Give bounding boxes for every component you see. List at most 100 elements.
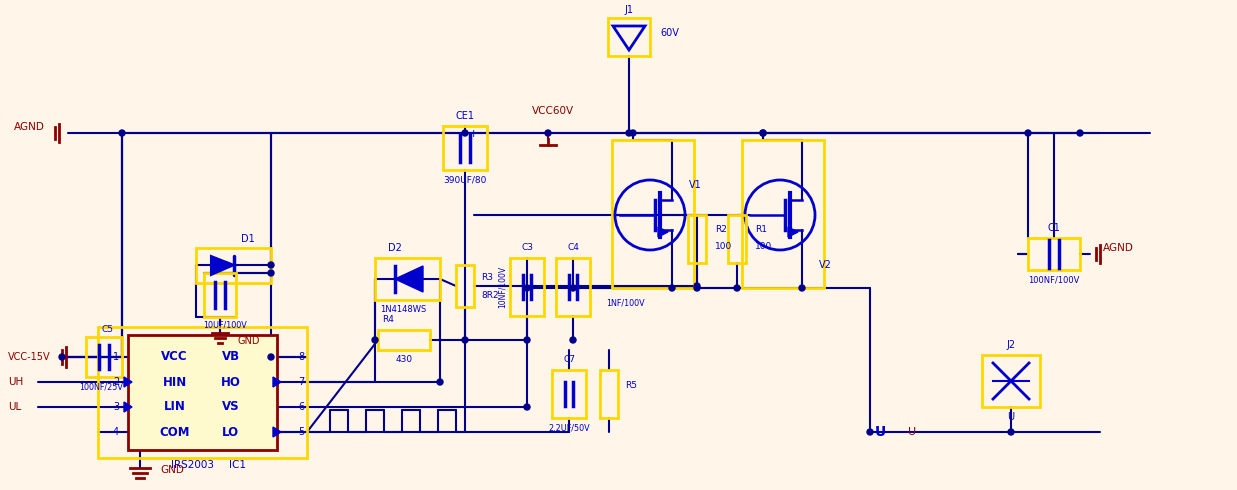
- Text: 10UF/100V: 10UF/100V: [203, 320, 247, 329]
- Bar: [510, 258, 544, 316]
- Text: R2: R2: [715, 224, 727, 234]
- Text: V2: V2: [819, 260, 831, 270]
- Bar: [456, 265, 474, 307]
- Text: 100NF/25V: 100NF/25V: [79, 383, 122, 392]
- Bar: [600, 370, 618, 418]
- Text: CE1: CE1: [455, 111, 475, 121]
- Text: GND: GND: [238, 336, 261, 346]
- Text: VCC: VCC: [161, 350, 188, 364]
- Bar: [443, 126, 487, 170]
- Text: J2: J2: [1007, 340, 1016, 350]
- Circle shape: [626, 130, 632, 136]
- Polygon shape: [124, 402, 132, 412]
- Text: LO: LO: [221, 425, 239, 439]
- Text: UL: UL: [7, 402, 21, 412]
- Circle shape: [760, 130, 766, 136]
- Text: U: U: [875, 425, 886, 439]
- Text: 2: 2: [113, 377, 119, 387]
- Text: 1N4148WS: 1N4148WS: [380, 305, 426, 315]
- Text: GND: GND: [160, 465, 184, 475]
- Text: 10NF/100V: 10NF/100V: [497, 266, 506, 308]
- Circle shape: [734, 285, 740, 291]
- Circle shape: [437, 379, 443, 385]
- Circle shape: [524, 285, 529, 291]
- Circle shape: [570, 285, 576, 291]
- Circle shape: [546, 130, 550, 136]
- Bar: [127, 335, 277, 450]
- Text: D2: D2: [388, 243, 402, 253]
- Text: 430: 430: [396, 356, 413, 365]
- Bar: [555, 258, 590, 316]
- Text: 1: 1: [113, 352, 119, 362]
- Circle shape: [59, 354, 66, 360]
- Text: C5: C5: [101, 324, 113, 334]
- Bar: [688, 215, 706, 263]
- Text: IC1: IC1: [229, 460, 246, 470]
- Text: VCC-15V: VCC-15V: [7, 352, 51, 362]
- Text: 6: 6: [298, 402, 304, 412]
- Circle shape: [867, 429, 873, 435]
- Text: VB: VB: [221, 350, 240, 364]
- Text: 5: 5: [298, 427, 304, 437]
- Circle shape: [570, 337, 576, 343]
- Circle shape: [119, 130, 125, 136]
- Text: LIN: LIN: [163, 400, 186, 414]
- Circle shape: [694, 285, 700, 291]
- Polygon shape: [273, 427, 281, 437]
- Text: AGND: AGND: [14, 122, 45, 132]
- Circle shape: [461, 130, 468, 136]
- Bar: [98, 327, 307, 458]
- Text: C3: C3: [521, 244, 533, 252]
- Bar: [87, 337, 122, 377]
- Bar: [982, 355, 1040, 407]
- Circle shape: [1025, 130, 1030, 136]
- Circle shape: [268, 270, 275, 276]
- Polygon shape: [658, 227, 668, 237]
- Text: R1: R1: [755, 224, 767, 234]
- Text: 390UF/80: 390UF/80: [443, 175, 486, 185]
- Bar: [375, 258, 440, 300]
- Text: 100NF/100V: 100NF/100V: [1028, 275, 1080, 285]
- Text: C7: C7: [563, 356, 575, 365]
- Text: 100: 100: [755, 243, 772, 251]
- Text: COM: COM: [160, 425, 189, 439]
- Text: C1: C1: [1048, 223, 1060, 233]
- Polygon shape: [212, 256, 234, 275]
- Circle shape: [630, 130, 636, 136]
- Text: R4: R4: [382, 316, 393, 324]
- Bar: [609, 18, 649, 56]
- Bar: [379, 330, 430, 350]
- Text: V1: V1: [689, 180, 701, 190]
- Polygon shape: [395, 266, 423, 292]
- Bar: [742, 140, 824, 288]
- Text: C4: C4: [567, 244, 579, 252]
- Text: 1NF/100V: 1NF/100V: [606, 298, 644, 308]
- Text: R5: R5: [625, 381, 637, 390]
- Circle shape: [669, 285, 675, 291]
- Text: D1: D1: [241, 234, 255, 244]
- Polygon shape: [788, 227, 798, 237]
- Text: IRS2003: IRS2003: [171, 460, 214, 470]
- Text: VCC60V: VCC60V: [532, 106, 574, 116]
- Bar: [1028, 238, 1080, 270]
- Circle shape: [268, 354, 275, 360]
- Circle shape: [1077, 130, 1084, 136]
- Bar: [729, 215, 746, 263]
- Text: AGND: AGND: [1103, 243, 1134, 253]
- Circle shape: [1008, 429, 1014, 435]
- Bar: [552, 370, 586, 418]
- Bar: [195, 248, 271, 283]
- Text: 3: 3: [113, 402, 119, 412]
- Text: C2: C2: [216, 261, 229, 270]
- Text: 8: 8: [298, 352, 304, 362]
- Text: R3: R3: [481, 272, 494, 281]
- Text: +: +: [469, 129, 477, 139]
- Text: 4: 4: [113, 427, 119, 437]
- Bar: [204, 273, 236, 317]
- Polygon shape: [124, 377, 132, 387]
- Text: 60V: 60V: [661, 28, 679, 38]
- Polygon shape: [273, 377, 281, 387]
- Bar: [612, 140, 694, 288]
- Text: U: U: [908, 427, 917, 437]
- Circle shape: [268, 262, 275, 268]
